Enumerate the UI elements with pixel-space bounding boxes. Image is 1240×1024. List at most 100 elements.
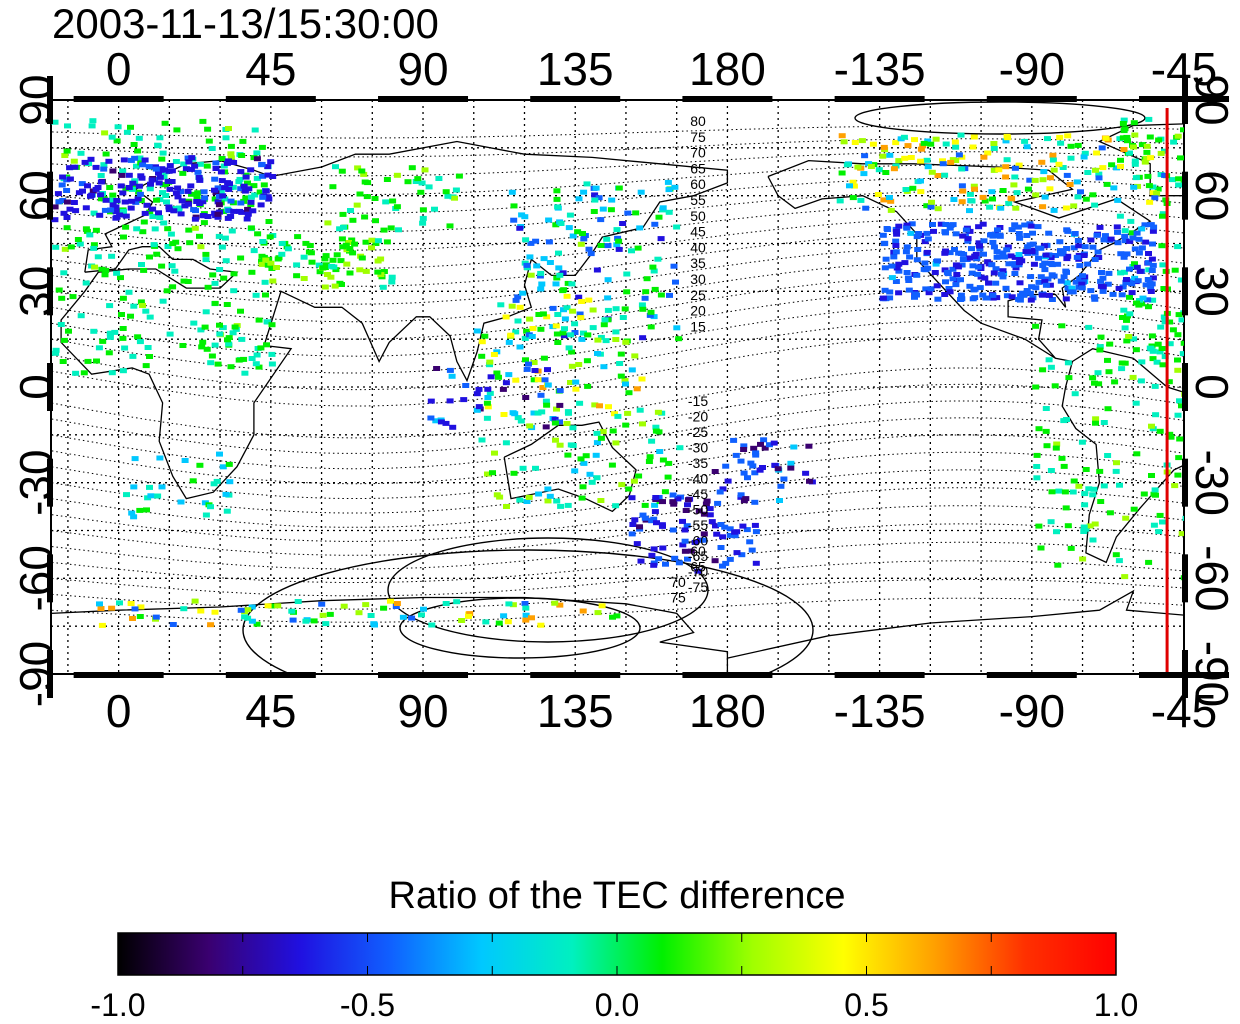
tec-cell: [371, 196, 379, 201]
tec-cell: [1048, 489, 1056, 495]
tec-cell: [1113, 165, 1121, 171]
tec-cell: [136, 339, 144, 345]
tec-cell: [1082, 196, 1090, 202]
tec-cell: [106, 330, 114, 336]
tec-cell: [679, 518, 686, 524]
tec-cell: [146, 254, 153, 260]
tec-cell: [70, 200, 78, 205]
contour-line: [51, 505, 1184, 556]
tec-cell: [152, 614, 160, 620]
tec-cell: [605, 404, 612, 410]
tec-cell: [1215, 403, 1222, 408]
tec-cell: [372, 218, 379, 224]
tec-cell: [1032, 384, 1040, 390]
tec-cell: [738, 552, 746, 558]
tec-cell: [1032, 192, 1040, 198]
tec-cell: [906, 254, 914, 260]
tec-cell: [97, 173, 105, 178]
tec-cell: [78, 181, 86, 187]
tec-cell: [517, 418, 525, 424]
tec-cell: [264, 194, 272, 200]
tec-cell: [1234, 428, 1240, 433]
tec-cell: [507, 332, 515, 338]
tec-cell: [580, 189, 588, 195]
tec-cell: [1120, 269, 1128, 275]
tec-cell: [119, 168, 127, 174]
frame-tick-left: [47, 650, 53, 698]
tec-cell: [904, 275, 912, 281]
tec-cell: [1050, 167, 1058, 173]
tec-cell: [628, 531, 636, 537]
tec-cell: [1095, 171, 1103, 177]
tec-cell: [575, 196, 583, 202]
tec-cell: [478, 437, 486, 443]
tec-cell: [338, 168, 346, 174]
tec-cell: [968, 246, 975, 252]
tec-cell: [442, 189, 450, 195]
tec-cell: [1047, 364, 1055, 370]
tec-cell: [615, 246, 623, 252]
tec-cell: [1156, 349, 1164, 355]
tec-cell: [521, 601, 529, 606]
contour-label: -30: [688, 440, 708, 456]
tec-cell: [1039, 292, 1046, 298]
tec-cell: [1082, 467, 1090, 472]
colorbar-ticks: -1.0 -0.5 0.0 0.5 1.0: [90, 933, 1138, 1023]
tec-cell: [131, 606, 139, 612]
tec-cell: [636, 524, 643, 530]
tec-cell: [1070, 245, 1078, 251]
tec-cell: [636, 225, 644, 231]
tec-cell: [414, 176, 422, 182]
tec-cell: [284, 246, 292, 252]
tec-cell: [516, 304, 524, 310]
tec-cell: [561, 316, 569, 322]
tec-cell: [1104, 406, 1112, 412]
tec-cell: [537, 286, 545, 292]
tec-cell: [593, 475, 601, 481]
tec-cell: [278, 251, 286, 257]
tec-cell: [571, 330, 579, 335]
tec-cell: [512, 297, 520, 303]
tec-cell: [843, 162, 851, 168]
tec-cell: [1032, 285, 1040, 291]
contour-label: 70: [670, 574, 686, 590]
tec-cell: [700, 537, 708, 543]
tec-cell: [1185, 157, 1192, 162]
tec-cell: [264, 603, 272, 609]
tec-cell: [193, 194, 201, 200]
tec-cell: [1121, 574, 1129, 580]
tec-cell: [158, 263, 166, 269]
tec-cell: [664, 474, 672, 480]
tec-cell: [979, 194, 987, 200]
tec-cell: [1199, 318, 1206, 323]
tec-cell: [136, 191, 144, 197]
tec-cell: [202, 512, 210, 518]
tec-cell: [382, 199, 390, 205]
frame-tick-bottom: [225, 672, 316, 678]
lon-tick-label-top: 135: [537, 43, 614, 95]
tec-cell: [442, 601, 450, 606]
tec-cell: [121, 199, 129, 205]
lat-tick-label-left: 0: [10, 374, 62, 400]
tec-cell: [1143, 149, 1151, 155]
tec-cell: [638, 376, 646, 382]
tec-cell: [952, 282, 960, 288]
tec-cell: [523, 328, 531, 334]
tec-cell: [1056, 239, 1064, 245]
tec-cell: [153, 197, 160, 203]
tec-cell: [523, 366, 531, 372]
tec-cell: [159, 150, 167, 156]
tec-cell: [486, 362, 493, 368]
tec-cell: [593, 430, 601, 436]
tec-cell: [257, 202, 265, 208]
tec-cell: [63, 225, 71, 231]
tec-cell: [1156, 428, 1164, 434]
tec-cell: [244, 180, 251, 186]
tec-cell: [158, 166, 166, 172]
tec-cell: [980, 251, 987, 257]
tec-cell: [322, 253, 330, 259]
tec-cell: [532, 465, 539, 471]
tec-cell: [1159, 213, 1166, 219]
tec-cell: [1092, 167, 1099, 173]
tec-cell: [675, 560, 683, 566]
